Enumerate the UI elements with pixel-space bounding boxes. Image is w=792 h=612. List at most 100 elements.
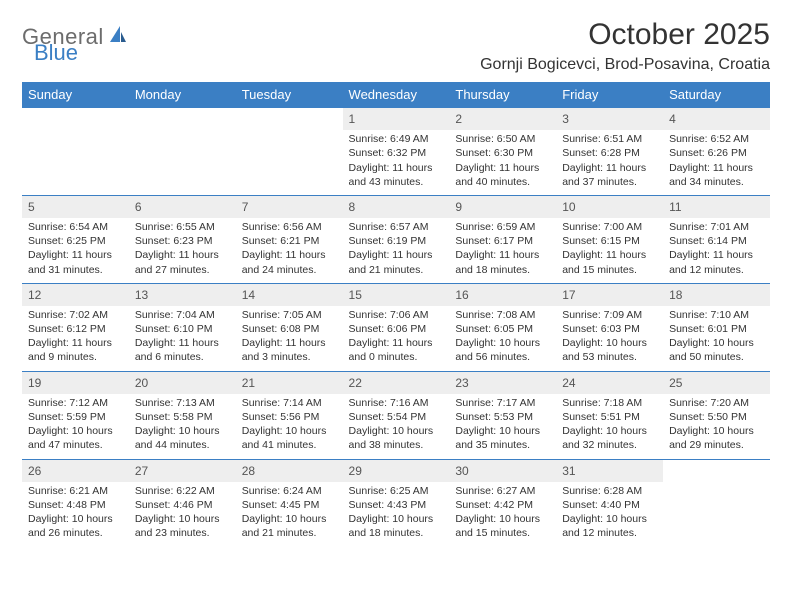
- sunrise-text: Sunrise: 6:54 AM: [28, 220, 123, 234]
- daylight-text-2: and 15 minutes.: [562, 263, 657, 277]
- daylight-text-2: and 23 minutes.: [135, 526, 230, 540]
- sunset-text: Sunset: 6:01 PM: [669, 322, 764, 336]
- day-number-cell: [22, 108, 129, 131]
- daylight-text-2: and 18 minutes.: [349, 526, 444, 540]
- sunrise-text: Sunrise: 7:13 AM: [135, 396, 230, 410]
- logo: General Blue: [22, 18, 128, 64]
- day-detail-cell: Sunrise: 6:52 AMSunset: 6:26 PMDaylight:…: [663, 130, 770, 195]
- daylight-text-2: and 6 minutes.: [135, 350, 230, 364]
- title-block: October 2025 Gornji Bogicevci, Brod-Posa…: [480, 18, 770, 74]
- day-number-cell: 21: [236, 371, 343, 394]
- sunset-text: Sunset: 6:06 PM: [349, 322, 444, 336]
- day-detail-cell: Sunrise: 7:08 AMSunset: 6:05 PMDaylight:…: [449, 306, 556, 371]
- day-number-cell: 18: [663, 283, 770, 306]
- daylight-text-1: Daylight: 10 hours: [28, 512, 123, 526]
- sunrise-text: Sunrise: 6:51 AM: [562, 132, 657, 146]
- daylight-text-1: Daylight: 10 hours: [669, 424, 764, 438]
- day-detail-cell: Sunrise: 7:06 AMSunset: 6:06 PMDaylight:…: [343, 306, 450, 371]
- day-detail-cell: Sunrise: 6:56 AMSunset: 6:21 PMDaylight:…: [236, 218, 343, 283]
- day-number-cell: 27: [129, 459, 236, 482]
- daylight-text-2: and 21 minutes.: [349, 263, 444, 277]
- daylight-text-2: and 12 minutes.: [669, 263, 764, 277]
- sunset-text: Sunset: 5:58 PM: [135, 410, 230, 424]
- sunrise-text: Sunrise: 7:00 AM: [562, 220, 657, 234]
- day-number-cell: 7: [236, 195, 343, 218]
- day-detail-cell: Sunrise: 6:24 AMSunset: 4:45 PMDaylight:…: [236, 482, 343, 547]
- sunrise-text: Sunrise: 7:08 AM: [455, 308, 550, 322]
- day-number-cell: 22: [343, 371, 450, 394]
- daylight-text-1: Daylight: 11 hours: [562, 161, 657, 175]
- daylight-text-1: Daylight: 11 hours: [349, 161, 444, 175]
- daylight-text-2: and 34 minutes.: [669, 175, 764, 189]
- day-detail-cell: Sunrise: 6:57 AMSunset: 6:19 PMDaylight:…: [343, 218, 450, 283]
- day-detail-cell: Sunrise: 6:21 AMSunset: 4:48 PMDaylight:…: [22, 482, 129, 547]
- sunset-text: Sunset: 5:54 PM: [349, 410, 444, 424]
- daylight-text-1: Daylight: 11 hours: [669, 161, 764, 175]
- sunrise-text: Sunrise: 6:22 AM: [135, 484, 230, 498]
- day-detail-cell: [22, 130, 129, 195]
- sunrise-text: Sunrise: 6:52 AM: [669, 132, 764, 146]
- day-number-cell: 28: [236, 459, 343, 482]
- day-number-cell: 13: [129, 283, 236, 306]
- daylight-text-1: Daylight: 10 hours: [135, 512, 230, 526]
- daylight-text-2: and 43 minutes.: [349, 175, 444, 189]
- sunset-text: Sunset: 6:15 PM: [562, 234, 657, 248]
- daylight-text-1: Daylight: 11 hours: [669, 248, 764, 262]
- day-detail-cell: Sunrise: 6:25 AMSunset: 4:43 PMDaylight:…: [343, 482, 450, 547]
- day-number-cell: 10: [556, 195, 663, 218]
- sunrise-text: Sunrise: 6:59 AM: [455, 220, 550, 234]
- day-number-cell: 24: [556, 371, 663, 394]
- sunrise-text: Sunrise: 6:25 AM: [349, 484, 444, 498]
- day-number-cell: 3: [556, 108, 663, 131]
- day-number-cell: 25: [663, 371, 770, 394]
- logo-text-block: General Blue: [22, 24, 128, 64]
- daylight-text-2: and 0 minutes.: [349, 350, 444, 364]
- daylight-text-1: Daylight: 10 hours: [242, 512, 337, 526]
- weekday-header: Thursday: [449, 82, 556, 108]
- sunset-text: Sunset: 6:05 PM: [455, 322, 550, 336]
- day-detail-cell: Sunrise: 7:10 AMSunset: 6:01 PMDaylight:…: [663, 306, 770, 371]
- weekday-header: Tuesday: [236, 82, 343, 108]
- daylight-text-2: and 15 minutes.: [455, 526, 550, 540]
- day-detail-cell: [663, 482, 770, 547]
- day-number-cell: 30: [449, 459, 556, 482]
- day-number-cell: 31: [556, 459, 663, 482]
- sunset-text: Sunset: 6:10 PM: [135, 322, 230, 336]
- day-number-cell: [663, 459, 770, 482]
- sunrise-text: Sunrise: 6:49 AM: [349, 132, 444, 146]
- daylight-text-2: and 40 minutes.: [455, 175, 550, 189]
- sunset-text: Sunset: 5:50 PM: [669, 410, 764, 424]
- sunset-text: Sunset: 6:17 PM: [455, 234, 550, 248]
- day-detail-cell: [236, 130, 343, 195]
- daylight-text-2: and 35 minutes.: [455, 438, 550, 452]
- sunset-text: Sunset: 6:12 PM: [28, 322, 123, 336]
- sunset-text: Sunset: 4:46 PM: [135, 498, 230, 512]
- day-number-cell: 5: [22, 195, 129, 218]
- daylight-text-1: Daylight: 10 hours: [455, 336, 550, 350]
- daylight-text-1: Daylight: 11 hours: [28, 248, 123, 262]
- daylight-text-1: Daylight: 10 hours: [669, 336, 764, 350]
- day-detail-cell: Sunrise: 7:20 AMSunset: 5:50 PMDaylight:…: [663, 394, 770, 459]
- daylight-text-2: and 32 minutes.: [562, 438, 657, 452]
- day-detail-cell: Sunrise: 7:16 AMSunset: 5:54 PMDaylight:…: [343, 394, 450, 459]
- weekday-header: Monday: [129, 82, 236, 108]
- sunset-text: Sunset: 4:43 PM: [349, 498, 444, 512]
- day-detail-cell: Sunrise: 7:04 AMSunset: 6:10 PMDaylight:…: [129, 306, 236, 371]
- weekday-header: Saturday: [663, 82, 770, 108]
- day-detail-cell: [129, 130, 236, 195]
- daylight-text-1: Daylight: 11 hours: [349, 248, 444, 262]
- day-detail-cell: Sunrise: 7:00 AMSunset: 6:15 PMDaylight:…: [556, 218, 663, 283]
- daylight-text-2: and 47 minutes.: [28, 438, 123, 452]
- day-number-cell: 11: [663, 195, 770, 218]
- day-number-cell: 4: [663, 108, 770, 131]
- day-detail-cell: Sunrise: 6:55 AMSunset: 6:23 PMDaylight:…: [129, 218, 236, 283]
- day-detail-cell: Sunrise: 7:12 AMSunset: 5:59 PMDaylight:…: [22, 394, 129, 459]
- sunrise-text: Sunrise: 7:02 AM: [28, 308, 123, 322]
- weekday-header: Wednesday: [343, 82, 450, 108]
- sunrise-text: Sunrise: 6:21 AM: [28, 484, 123, 498]
- day-number-cell: 19: [22, 371, 129, 394]
- day-number-cell: 15: [343, 283, 450, 306]
- sunrise-text: Sunrise: 7:10 AM: [669, 308, 764, 322]
- daylight-text-2: and 50 minutes.: [669, 350, 764, 364]
- daylight-text-1: Daylight: 11 hours: [135, 248, 230, 262]
